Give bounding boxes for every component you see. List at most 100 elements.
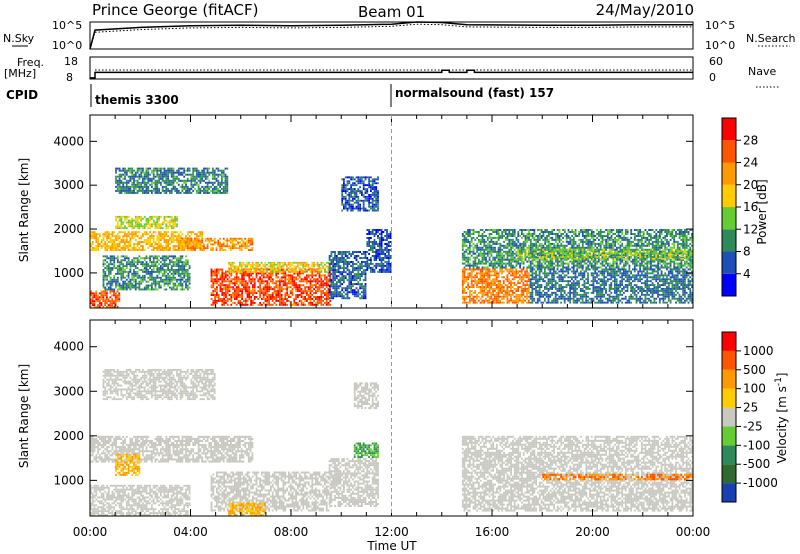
- heatmap-cell: [140, 279, 142, 281]
- heatmap-cell: [185, 265, 187, 267]
- heatmap-cell: [302, 280, 304, 282]
- heatmap-cell: [268, 269, 270, 271]
- heatmap-cell: [252, 242, 254, 244]
- heatmap-cell: [236, 282, 238, 284]
- heatmap-cell: [146, 263, 148, 265]
- heatmap-cell: [225, 302, 227, 304]
- heatmap-cell: [248, 290, 250, 292]
- heatmap-cell: [263, 294, 265, 296]
- heatmap-cell: [241, 298, 243, 300]
- heatmap-cell: [176, 235, 178, 237]
- heatmap-cell: [92, 233, 94, 235]
- heatmap-cell: [171, 273, 173, 275]
- heatmap-cell: [173, 174, 175, 176]
- heatmap-cell: [223, 242, 225, 244]
- heatmap-cell: [121, 192, 123, 194]
- heatmap-cell: [103, 269, 105, 271]
- heatmap-cell: [187, 168, 189, 170]
- heatmap-cell: [110, 245, 112, 247]
- heatmap-cell: [117, 225, 119, 227]
- heatmap-cell: [171, 235, 173, 237]
- heatmap-cell: [104, 273, 106, 275]
- heatmap-cell: [147, 273, 149, 275]
- heatmap-cell: [167, 277, 169, 279]
- heatmap-cell: [284, 262, 286, 264]
- heatmap-cell: [137, 218, 139, 220]
- heatmap-cell: [182, 238, 184, 240]
- heatmap-cell: [108, 273, 110, 275]
- heatmap-cell: [167, 184, 169, 186]
- heatmap-cell: [245, 288, 247, 290]
- heatmap-cell: [174, 257, 176, 259]
- heatmap-cell: [153, 168, 155, 170]
- heatmap-cell: [122, 269, 124, 271]
- heatmap-cell: [203, 190, 205, 192]
- heatmap-cell: [137, 223, 139, 225]
- heatmap-cell: [176, 261, 178, 263]
- heatmap-cell: [225, 168, 227, 170]
- heatmap-cell: [185, 271, 187, 273]
- heatmap-cell: [165, 227, 167, 229]
- heatmap-cell: [185, 240, 187, 242]
- heatmap-cell: [117, 188, 119, 190]
- heatmap-cell: [216, 271, 218, 273]
- heatmap-cell: [288, 294, 290, 296]
- heatmap-cell: [155, 257, 157, 259]
- heatmap-cell: [191, 184, 193, 186]
- heatmap-cell: [228, 247, 230, 249]
- heatmap-cell: [176, 178, 178, 180]
- heatmap-cell: [128, 235, 130, 237]
- heatmap-cell: [122, 231, 124, 233]
- heatmap-cell: [164, 216, 166, 218]
- heatmap-cell: [165, 241, 167, 243]
- heatmap-cell: [203, 168, 205, 170]
- heatmap-cell: [248, 238, 250, 240]
- heatmap-cell: [140, 184, 142, 186]
- heatmap-cell: [104, 279, 106, 281]
- heatmap-cell: [106, 269, 108, 271]
- heatmap-cell: [128, 223, 130, 225]
- heatmap-cell: [248, 242, 250, 244]
- heatmap-cell: [102, 300, 104, 302]
- heatmap-cell: [101, 245, 103, 247]
- heatmap-cell: [146, 220, 148, 222]
- heatmap-cell: [234, 245, 236, 247]
- heatmap-cell: [273, 262, 275, 264]
- heatmap-cell: [165, 180, 167, 182]
- heatmap-cell: [201, 186, 203, 188]
- heatmap-cell: [149, 235, 151, 237]
- heatmap-cell: [288, 296, 290, 298]
- heatmap-cell: [187, 231, 189, 233]
- heatmap-cell: [119, 176, 121, 178]
- heatmap-cell: [205, 240, 207, 242]
- heatmap-cell: [236, 278, 238, 280]
- heatmap-cell: [135, 222, 137, 224]
- heatmap-cell: [308, 274, 310, 276]
- heatmap-cell: [229, 284, 231, 286]
- heatmap-cell: [292, 290, 294, 292]
- heatmap-cell: [313, 280, 315, 282]
- heatmap-cell: [185, 285, 187, 287]
- heatmap-cell: [320, 294, 322, 296]
- heatmap-cell: [122, 283, 124, 285]
- heatmap-cell: [201, 231, 203, 233]
- heatmap-cell: [164, 220, 166, 222]
- heatmap-cell: [106, 267, 108, 269]
- heatmap-cell: [310, 304, 312, 306]
- heatmap-cell: [153, 239, 155, 241]
- heatmap-cell: [171, 225, 173, 227]
- heatmap-cell: [160, 216, 162, 218]
- heatmap-cell: [221, 170, 223, 172]
- heatmap-cell: [128, 190, 130, 192]
- heatmap-cell: [144, 275, 146, 277]
- heatmap-cell: [180, 245, 182, 247]
- heatmap-cell: [130, 279, 132, 281]
- heatmap-cell: [232, 269, 234, 271]
- heatmap-cell: [226, 238, 228, 240]
- heatmap-cell: [124, 235, 126, 237]
- heatmap-cell: [252, 304, 254, 306]
- heatmap-cell: [214, 238, 216, 240]
- heatmap-cell: [250, 280, 252, 282]
- heatmap-cell: [164, 285, 166, 287]
- heatmap-cell: [189, 180, 191, 182]
